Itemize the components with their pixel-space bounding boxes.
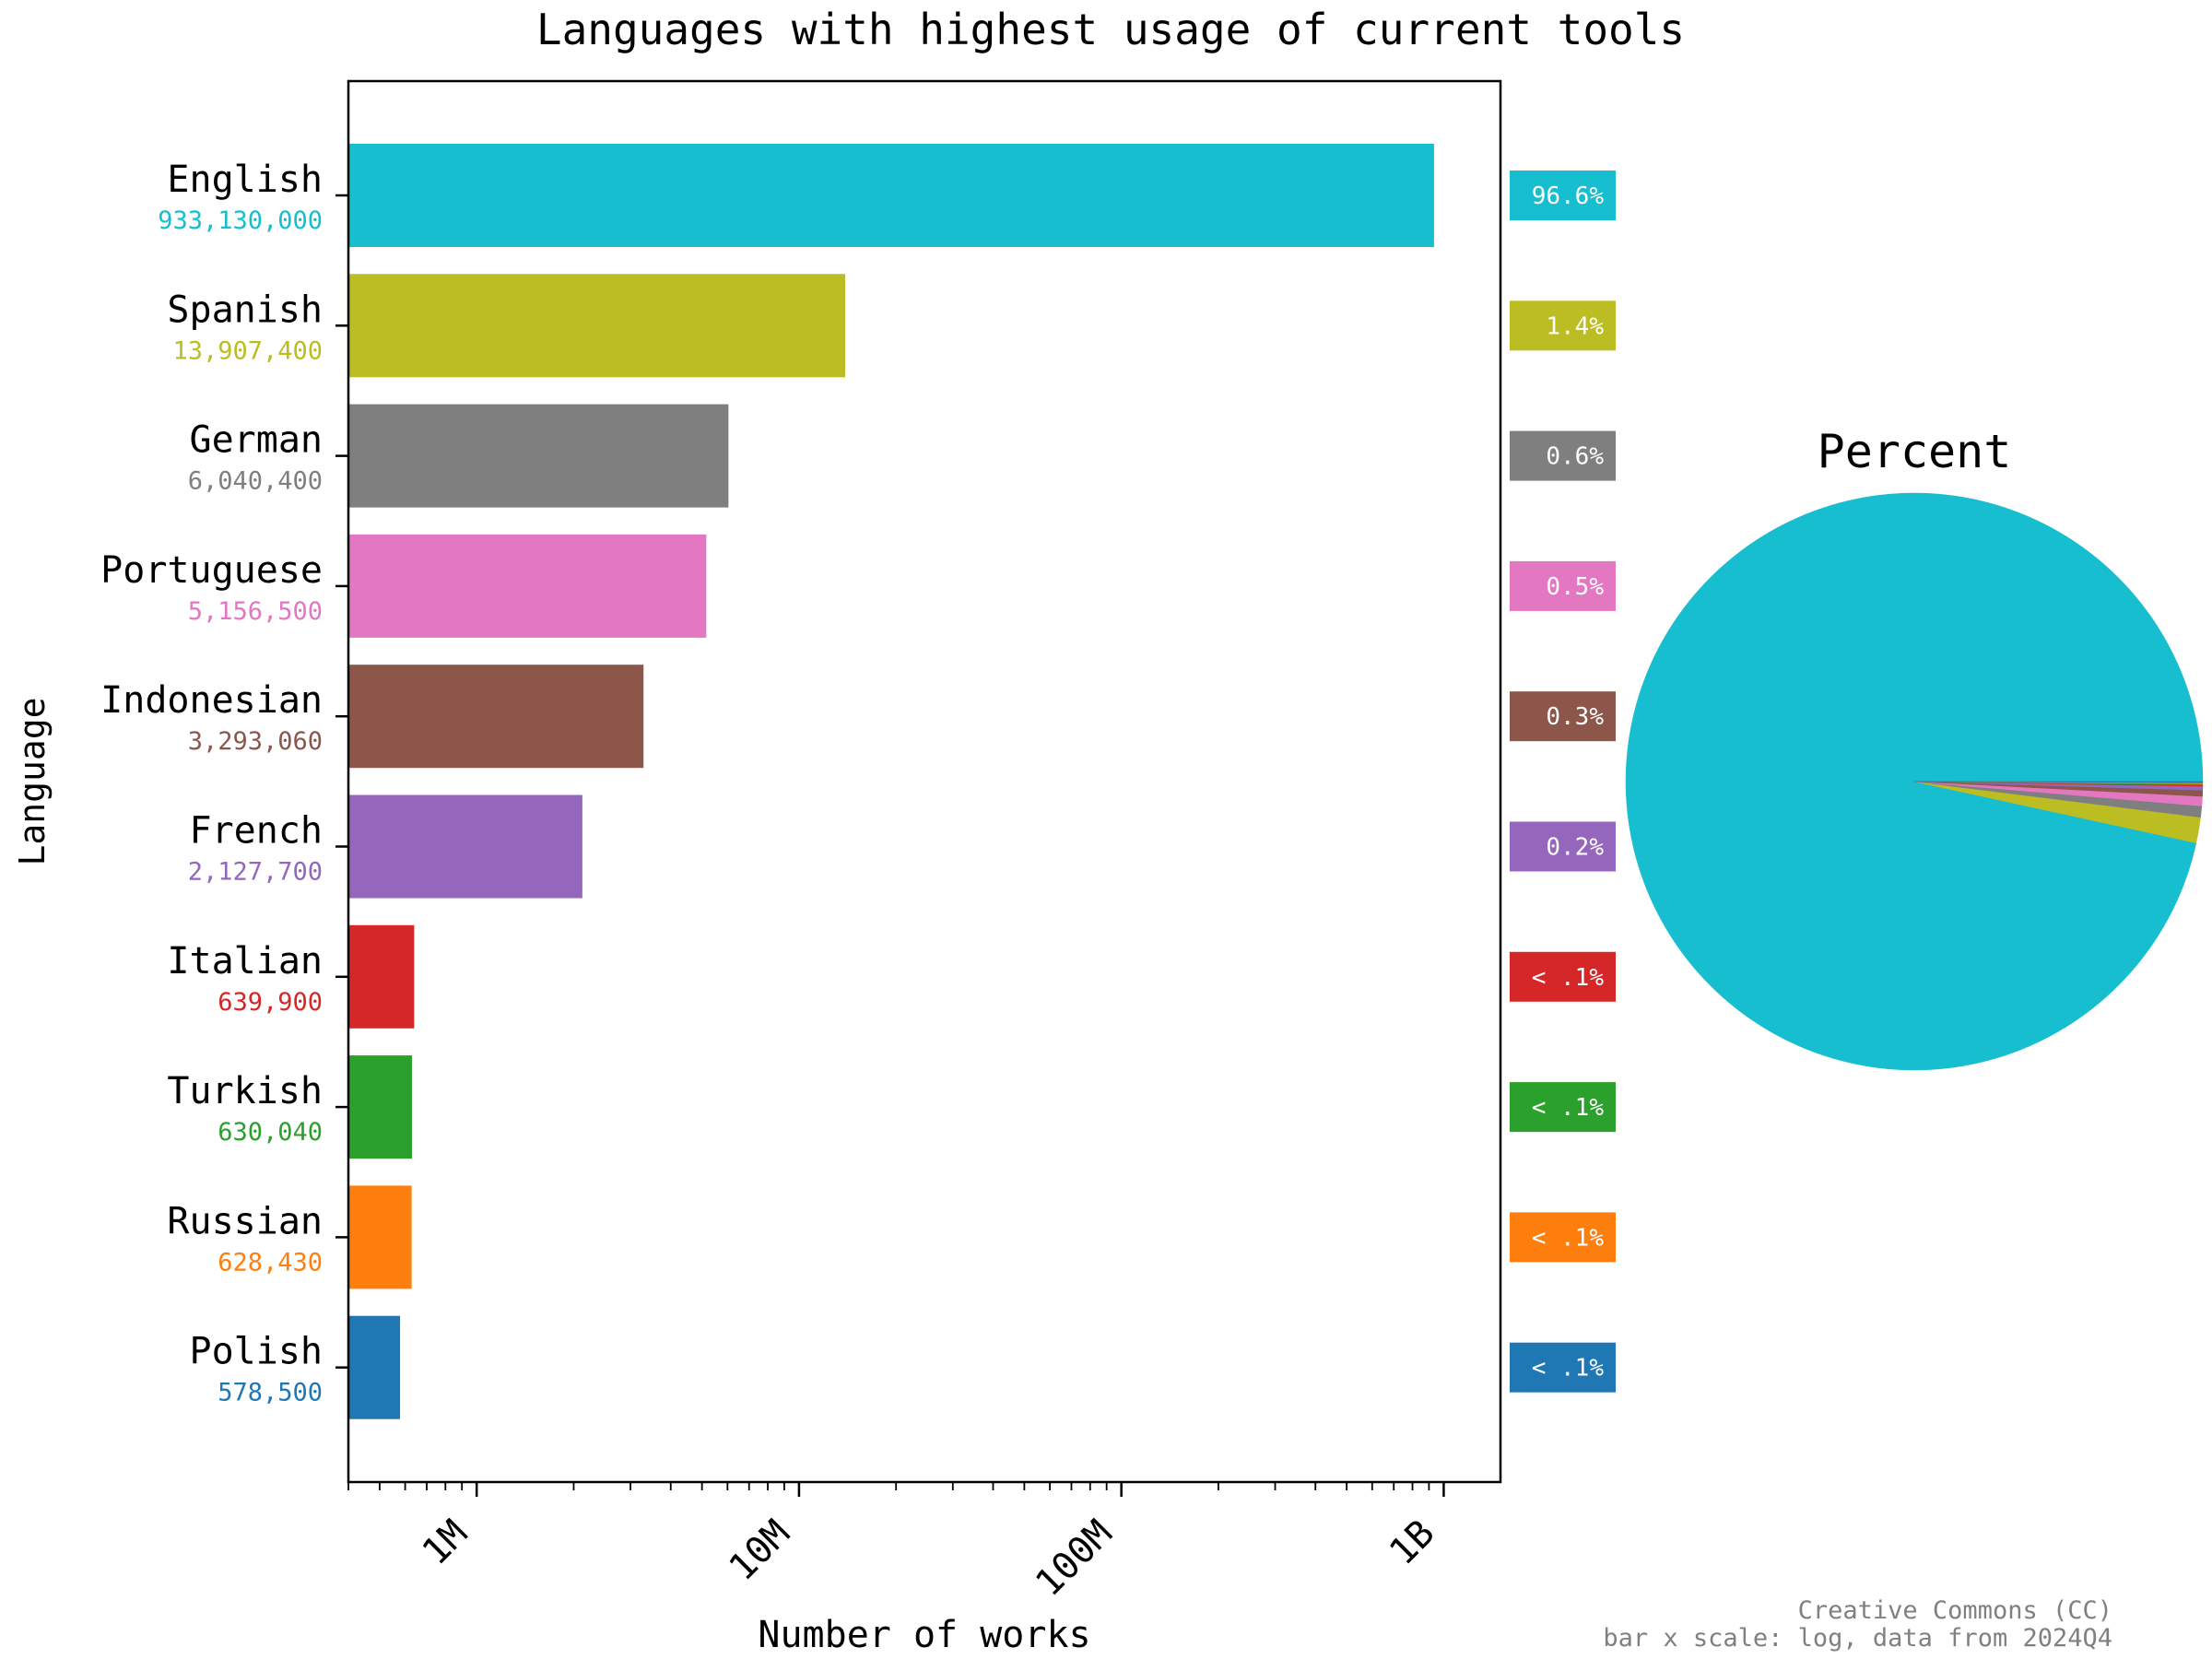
x-tick-label: 1M bbox=[415, 1512, 477, 1574]
percent-badge bbox=[1510, 560, 1616, 611]
percent-badge bbox=[1510, 300, 1616, 351]
percent-label: < .1% bbox=[1532, 964, 1605, 992]
bars bbox=[348, 144, 1434, 1419]
value-label: 2,127,700 bbox=[188, 858, 323, 887]
bar-indonesian bbox=[348, 665, 644, 769]
percent-label: < .1% bbox=[1532, 1094, 1605, 1122]
y-tick-label: French bbox=[190, 810, 324, 853]
percent-labels: 96.6% 1.4% 0.6% 0.5% 0.3% 0.2% < .1% < .1% < .1%… bbox=[1510, 171, 1616, 1393]
y-tick-label: Polish bbox=[190, 1331, 324, 1373]
footnote-scale-note: bar x scale: log, data from 2024Q4 bbox=[1603, 1624, 2112, 1653]
percent-label: < .1% bbox=[1532, 1355, 1605, 1382]
x-axis: 1M 10M 100M 1B bbox=[347, 1482, 1445, 1606]
footnote-license: Creative Commons (CC) bbox=[1798, 1596, 2112, 1625]
value-label: 578,500 bbox=[218, 1379, 323, 1407]
percent-label: 0.6% bbox=[1546, 443, 1604, 471]
bar-portuguese bbox=[348, 534, 707, 638]
y-tick-labels: English 933,130,000 Spanish 13,907,400 Germa… bbox=[100, 159, 348, 1407]
value-label: 630,040 bbox=[218, 1118, 323, 1147]
value-label: 6,040,400 bbox=[188, 467, 323, 496]
value-label: 13,907,400 bbox=[172, 336, 323, 365]
pie-slices bbox=[1625, 492, 2204, 1071]
percent-badge bbox=[1510, 1342, 1616, 1393]
percent-label: 0.2% bbox=[1546, 834, 1604, 862]
y-tick-label: German bbox=[190, 419, 324, 462]
percent-badge bbox=[1510, 691, 1616, 742]
bar-english bbox=[348, 144, 1434, 247]
value-label: 933,130,000 bbox=[158, 206, 323, 235]
percent-badge bbox=[1510, 430, 1616, 481]
y-tick-label: Turkish bbox=[167, 1070, 323, 1112]
x-tick-label: 10M bbox=[721, 1512, 798, 1590]
bar-german bbox=[348, 404, 729, 508]
bar-spanish bbox=[348, 274, 846, 378]
percent-badge bbox=[1510, 951, 1616, 1002]
percent-label: 1.4% bbox=[1546, 312, 1604, 340]
percent-badge bbox=[1510, 171, 1616, 220]
x-axis-label: Number of works bbox=[758, 1614, 1090, 1656]
bar-turkish bbox=[348, 1055, 413, 1159]
x-tick-label: 100M bbox=[1028, 1512, 1121, 1606]
y-axis-label: Language bbox=[12, 697, 53, 865]
value-label: 639,900 bbox=[218, 988, 323, 1017]
value-label: 628,430 bbox=[218, 1248, 323, 1277]
bar-french bbox=[348, 794, 582, 899]
value-label: 3,293,060 bbox=[188, 727, 323, 756]
y-tick-label: Portuguese bbox=[100, 549, 323, 592]
percent-label: 96.6% bbox=[1532, 182, 1605, 210]
y-tick-label: Spanish bbox=[167, 288, 323, 331]
percent-badge bbox=[1510, 1082, 1616, 1133]
pie-title: Percent bbox=[1818, 425, 2012, 478]
percent-label: 0.5% bbox=[1546, 573, 1604, 601]
chart-title: Languages with highest usage of current … bbox=[536, 5, 1685, 54]
bar-polish bbox=[348, 1315, 401, 1419]
pie-chart: Percent bbox=[1625, 425, 2204, 1071]
x-tick-label: 1B bbox=[1382, 1512, 1443, 1574]
percent-badge bbox=[1510, 821, 1616, 872]
y-tick-label: Russian bbox=[167, 1200, 323, 1242]
percent-label: 0.3% bbox=[1546, 703, 1604, 731]
percent-badge bbox=[1510, 1212, 1616, 1263]
bar-russian bbox=[348, 1185, 412, 1289]
y-tick-label: Italian bbox=[167, 940, 323, 982]
plot-frame bbox=[347, 79, 1502, 1484]
bar-plot-area: English 933,130,000 Spanish 13,907,400 Germa… bbox=[100, 79, 1616, 1606]
y-tick-label: English bbox=[167, 159, 323, 201]
value-label: 5,156,500 bbox=[188, 597, 323, 626]
y-tick-label: Indonesian bbox=[100, 679, 323, 722]
percent-label: < .1% bbox=[1532, 1224, 1605, 1252]
bar-italian bbox=[348, 924, 415, 1029]
